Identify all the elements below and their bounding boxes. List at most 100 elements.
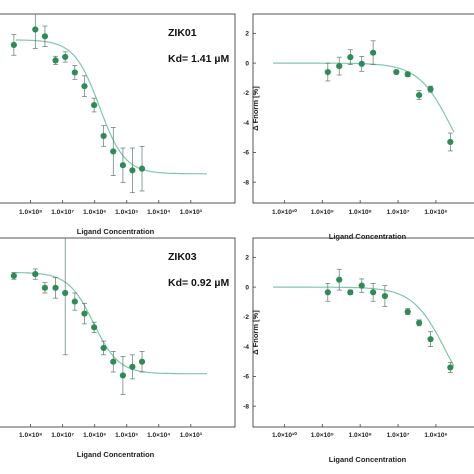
y-tick-label: 0 (245, 60, 249, 67)
data-point-group (71, 65, 78, 80)
x-tick-label: 1.0×10⁷ (387, 209, 410, 216)
data-point-group (129, 354, 136, 380)
data-point-group (71, 292, 78, 311)
data-point (324, 289, 331, 296)
data-point-group (32, 268, 39, 280)
data-point-group (336, 268, 343, 291)
data-point-group (62, 51, 69, 63)
data-point (62, 289, 69, 297)
data-point (91, 101, 98, 109)
x-tick-label: 1.0×10⁸ (349, 432, 372, 439)
data-point (138, 165, 146, 172)
data-point-group (347, 49, 354, 65)
data-point (110, 148, 117, 155)
data-point (138, 358, 146, 365)
data-point (81, 310, 88, 317)
y-tick-label: 2 (245, 31, 249, 38)
data-point-group (138, 351, 146, 373)
data-point (41, 33, 49, 40)
data-point (358, 282, 365, 289)
data-point (358, 60, 365, 67)
x-tick-label: 1.0×10⁶ (83, 209, 106, 216)
y-tick-label: -2 (243, 90, 249, 97)
data-point (404, 308, 411, 315)
annotation-label: ZIK03 (168, 251, 197, 263)
x-tick-label: 1.0×10⁸ (349, 209, 372, 216)
chart-panel-top-left: 1.0×10⁸ 1.0×10⁷ 1.0×10⁶ 1.0×10⁵ 1.0×10⁴ 1.0×1… (0, 13, 236, 236)
data-point (52, 284, 59, 291)
data-point (404, 71, 411, 78)
data-point-group (41, 282, 49, 294)
y-tick-label: 0 (245, 284, 249, 291)
data-point-group (81, 75, 88, 97)
data-point (129, 363, 136, 370)
data-point (381, 292, 389, 300)
data-point (129, 167, 136, 174)
y-tick-label: -6 (243, 150, 249, 157)
x-tick-label: 1.0×10⁷ (51, 209, 74, 216)
data-point-group (110, 127, 117, 176)
x-tick-label: 1.0×10⁷ (387, 432, 410, 439)
data-point (10, 41, 17, 49)
y-tick-label: -4 (243, 344, 249, 351)
data-point (119, 372, 127, 379)
y-tick-label: -4 (243, 120, 249, 127)
data-point-group (416, 90, 423, 100)
x-axis-label: Ligand Concentration (329, 455, 407, 464)
data-point-group (52, 55, 59, 65)
data-point (119, 162, 127, 169)
data-point (427, 336, 434, 343)
data-point (347, 54, 354, 61)
data-point (447, 364, 454, 371)
x-tick-label: 1.0×10¹⁰ (272, 208, 297, 216)
annotation-label: Kd= 1.41 µM (168, 53, 229, 65)
data-point-group (110, 351, 117, 373)
y-tick-label: -8 (243, 403, 249, 410)
x-tick-label: 1.0×10⁶ (424, 432, 447, 439)
data-point (71, 298, 78, 305)
x-tick-label: 1.0×10³ (180, 432, 203, 439)
data-point-group (447, 361, 454, 374)
y-axis-label: Δ Fnorm [%] (251, 310, 260, 355)
data-point-group (138, 145, 146, 192)
data-point-group (404, 308, 411, 315)
x-tick-label: 1.0×10⁶ (424, 209, 447, 216)
data-point (416, 319, 423, 326)
data-point-group (41, 25, 49, 47)
data-point-group (358, 56, 365, 72)
x-tick-label: 1.0×10³ (180, 209, 203, 216)
data-point-group (10, 34, 17, 56)
data-point-group (427, 331, 434, 347)
data-point (393, 68, 400, 76)
x-tick-label: 1.0×10⁶ (83, 432, 106, 439)
annotation-label: ZIK01 (168, 27, 197, 39)
data-point-group (427, 85, 434, 93)
x-tick-label: 1.0×10⁵ (115, 209, 138, 216)
x-tick-label: 1.0×10⁸ (19, 209, 42, 216)
data-point-group (91, 97, 98, 113)
x-tick-label: 1.0×10⁵ (115, 432, 138, 439)
data-point-group (52, 277, 59, 299)
data-point-group (347, 289, 354, 296)
x-axis-label: Ligand Concentration (77, 227, 155, 236)
data-point (110, 358, 117, 365)
data-point-group (32, 14, 39, 49)
data-point (324, 68, 331, 76)
data-point (100, 344, 107, 352)
data-point (10, 272, 17, 279)
y-tick-label: 2 (245, 255, 249, 262)
x-axis-label: Ligand Concentration (77, 450, 155, 459)
x-tick-label: 1.0×10¹⁰ (272, 431, 297, 439)
plot-frame (0, 13, 236, 204)
data-point-group (336, 56, 343, 76)
fit-curve (273, 62, 455, 133)
x-tick-label: 1.0×10⁹ (311, 209, 334, 216)
data-point-group (119, 356, 127, 395)
data-point (447, 138, 454, 146)
data-point-group (129, 147, 136, 194)
data-point-group (393, 68, 400, 76)
data-point (71, 69, 78, 76)
y-tick-label: -8 (243, 179, 249, 186)
data-point-group (404, 71, 411, 78)
chart-panel-bottom-right: 1.0×10¹⁰ 1.0×10⁹ 1.0×10⁸ 1.0×10⁷ 1.0×10⁶ 2 0 -2… (243, 237, 474, 464)
